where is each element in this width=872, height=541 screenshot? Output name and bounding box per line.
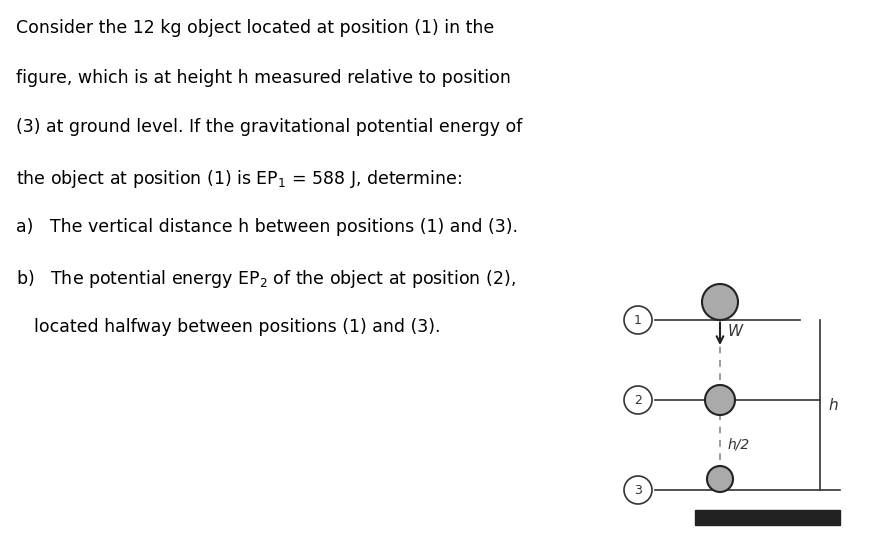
Text: Consider the 12 kg object located at position (1) in the: Consider the 12 kg object located at pos… (16, 19, 494, 37)
Circle shape (707, 466, 733, 492)
Text: h: h (828, 398, 838, 412)
Text: (3) at ground level. If the gravitational potential energy of: (3) at ground level. If the gravitationa… (16, 118, 522, 136)
Bar (695, 510, 840, 525)
Text: b)   The potential energy EP$_2$ of the object at position (2),: b) The potential energy EP$_2$ of the ob… (16, 268, 515, 290)
Circle shape (624, 476, 652, 504)
Text: h/2: h/2 (728, 438, 750, 452)
Circle shape (702, 284, 738, 320)
Circle shape (624, 386, 652, 414)
Text: 1: 1 (634, 313, 642, 327)
Text: W: W (728, 325, 743, 340)
Text: a)   The vertical distance h between positions (1) and (3).: a) The vertical distance h between posit… (16, 218, 518, 236)
Text: the object at position (1) is EP$_1$ = 588 J, determine:: the object at position (1) is EP$_1$ = 5… (16, 168, 461, 190)
Circle shape (705, 385, 735, 415)
Text: figure, which is at height h measured relative to position: figure, which is at height h measured re… (16, 69, 511, 87)
Text: located halfway between positions (1) and (3).: located halfway between positions (1) an… (34, 318, 440, 335)
Text: 2: 2 (634, 393, 642, 406)
Text: 3: 3 (634, 484, 642, 497)
Circle shape (624, 306, 652, 334)
